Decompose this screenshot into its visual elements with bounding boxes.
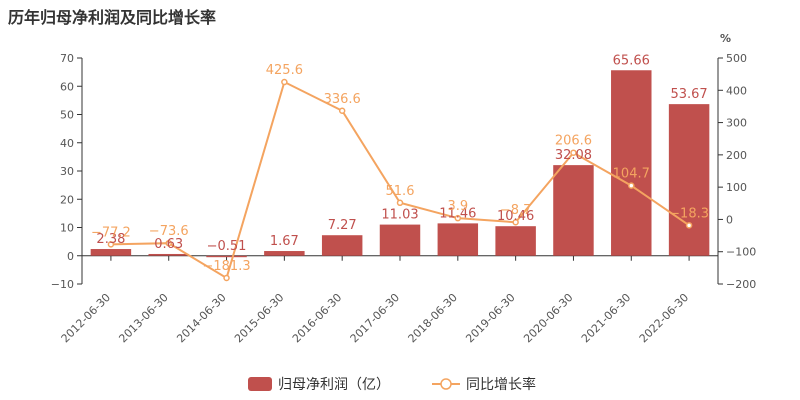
right-axis-unit: %: [720, 32, 731, 45]
left-tick-label: 40: [60, 137, 74, 150]
x-tick-label: 2022-06-30: [637, 291, 691, 345]
line-point: [223, 274, 230, 282]
line-point: [685, 222, 693, 229]
left-tick-label: 0: [67, 250, 74, 263]
bar-value-label: 0.63: [154, 237, 183, 252]
legend-line-label: 同比增长率: [466, 376, 536, 393]
line-point: [454, 214, 462, 222]
right-tick-label: 200: [726, 149, 747, 162]
line-point: [570, 149, 577, 156]
line-point: [628, 182, 635, 189]
bar-value-label: 53.67: [670, 87, 707, 102]
line-value-label: −73.6: [149, 224, 189, 239]
bar-value-label: 7.27: [328, 218, 357, 233]
line-point: [281, 78, 288, 86]
legend-line-marker: [440, 378, 452, 390]
chart-title: 历年归母净利润及同比增长率: [8, 8, 217, 27]
bar-value-label: 10.46: [497, 209, 534, 224]
line-value-label: 206.6: [555, 134, 592, 149]
line-point: [107, 241, 115, 248]
legend-bar-label: 归母净利润（亿）: [278, 376, 390, 393]
bar: [264, 251, 305, 256]
x-tick-label: 2018-06-30: [406, 291, 460, 345]
bar-value-label: 2.38: [96, 232, 125, 247]
line-point: [396, 199, 404, 207]
x-tick-label: 2012-06-30: [59, 291, 113, 345]
bar: [553, 165, 594, 256]
bar: [437, 223, 479, 256]
x-tick-label: 2015-06-30: [232, 291, 286, 345]
line-point: [165, 239, 172, 247]
bar-value-label: 11.03: [381, 208, 418, 223]
x-tick-label: 2014-06-30: [174, 291, 228, 345]
data-labels: 2.38 0.63 −0.51 1.67 7.27 11.03 11.46 10.46 32.0…: [91, 53, 709, 274]
left-tick-label: 60: [60, 80, 74, 93]
left-tick-label: 10: [60, 222, 74, 235]
bar-value-label: 11.46: [439, 206, 476, 221]
line-value-label: 3.9: [447, 199, 468, 214]
bar: [206, 255, 247, 258]
left-tick-label: 50: [60, 109, 74, 122]
line-point: [338, 107, 346, 115]
bar: [379, 224, 421, 256]
right-tick-label: 100: [726, 181, 747, 194]
x-tick-label: 2016-06-30: [290, 291, 344, 345]
right-tick-label: 300: [726, 117, 747, 130]
bar: [668, 104, 710, 256]
line-value-label: −18.3: [669, 206, 709, 221]
bars: [90, 70, 710, 258]
right-tick-label: −200: [726, 278, 756, 291]
left-tick-label: −10: [51, 278, 74, 291]
growth-line: [107, 78, 693, 282]
line-value-label: −8.7: [500, 203, 532, 218]
bar: [495, 226, 536, 256]
x-tick-label: 2013-06-30: [116, 291, 170, 345]
x-tick-label: 2019-06-30: [463, 291, 517, 345]
line-value-label: 51.6: [386, 184, 415, 199]
right-tick-label: 0: [726, 213, 733, 226]
bar: [321, 235, 363, 256]
left-tick-label: 70: [60, 52, 74, 65]
line-value-label: 425.6: [266, 63, 303, 78]
line-value-label: 104.7: [613, 167, 650, 182]
line-value-label: −77.2: [91, 225, 131, 240]
legend: 归母净利润（亿） 同比增长率: [248, 376, 536, 393]
bar-value-label: −0.51: [207, 239, 247, 254]
line-point: [512, 218, 519, 226]
bar-value-label: 1.67: [270, 234, 299, 249]
bar: [611, 70, 652, 256]
left-tick-label: 20: [60, 193, 74, 206]
right-tick-label: 400: [726, 84, 747, 97]
line-value-label: 336.6: [324, 92, 361, 107]
bar-value-label: 32.08: [555, 148, 592, 163]
line-value-label: −181.3: [202, 259, 250, 274]
bar: [90, 249, 132, 256]
left-tick-label: 30: [60, 165, 74, 178]
bar-value-label: 65.66: [613, 53, 650, 68]
x-tick-label: 2021-06-30: [579, 291, 633, 345]
bar: [148, 253, 189, 256]
right-tick-label: −100: [726, 246, 756, 259]
x-tick-label: 2017-06-30: [348, 291, 402, 345]
x-tick-label: 2020-06-30: [521, 291, 575, 345]
right-tick-label: 500: [726, 52, 747, 65]
legend-bar-swatch: [248, 377, 272, 391]
